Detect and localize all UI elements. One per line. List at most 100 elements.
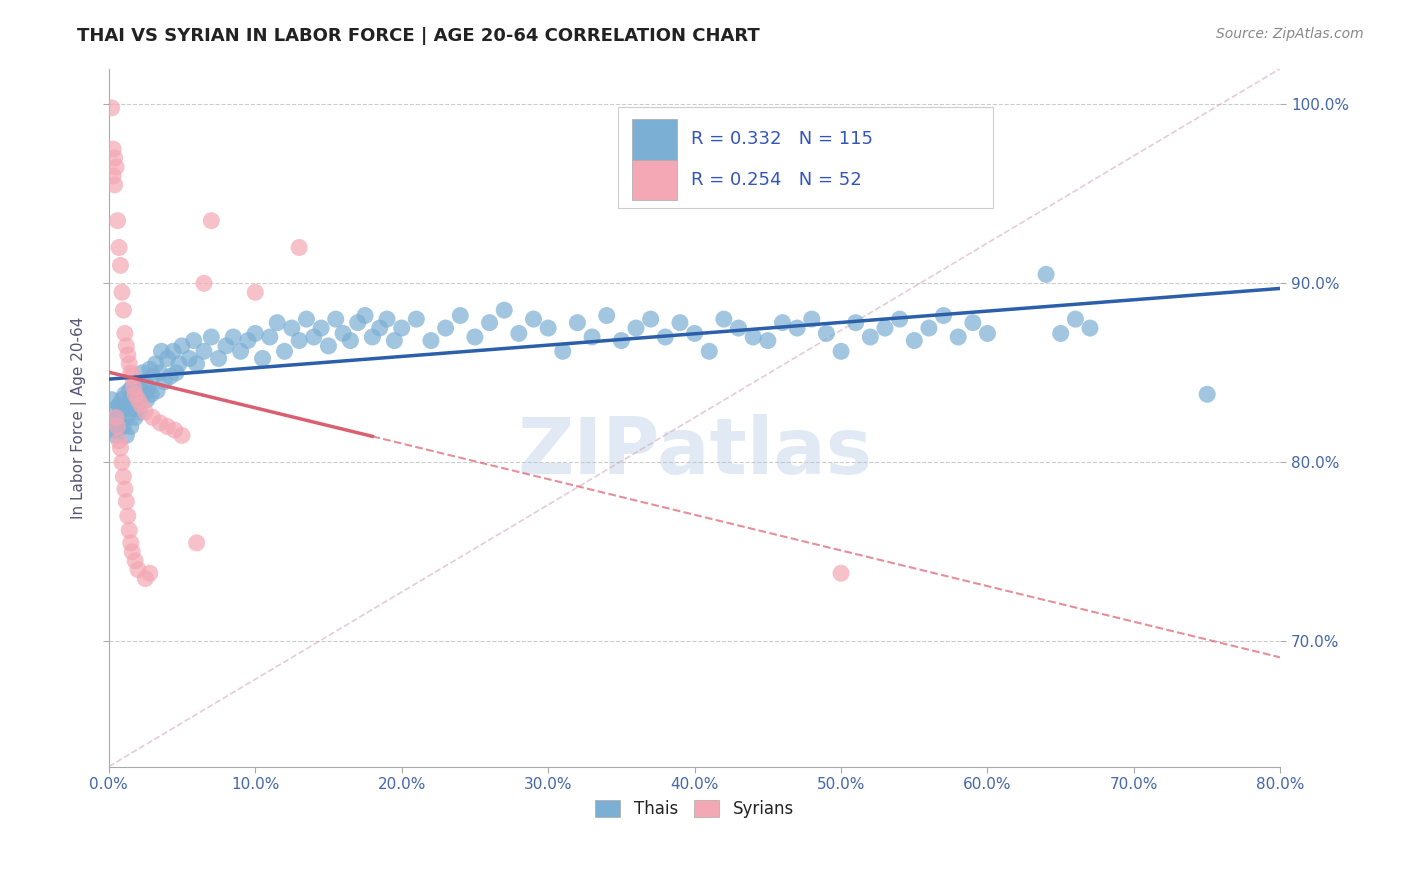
Point (186, 536, 208, 550)
Point (610, 334, 633, 348)
Point (114, 387, 136, 401)
Point (117, 348, 139, 362)
Point (104, 178, 127, 192)
Point (288, 240, 311, 254)
Point (127, 563, 149, 577)
FancyBboxPatch shape (619, 107, 994, 208)
Point (420, 334, 443, 348)
Point (918, 321, 941, 335)
Point (108, 419, 131, 434)
Point (259, 330, 281, 344)
Point (346, 316, 368, 330)
Point (156, 351, 179, 366)
Point (112, 469, 135, 483)
Point (105, 160, 128, 174)
Point (179, 351, 201, 366)
Point (105, 401, 128, 416)
Point (325, 312, 347, 326)
Point (551, 344, 574, 359)
Point (111, 285, 134, 300)
Point (449, 309, 471, 323)
Point (127, 392, 149, 407)
Point (302, 330, 325, 344)
Point (135, 392, 157, 407)
Point (382, 334, 405, 348)
Point (114, 482, 136, 496)
Point (146, 384, 169, 398)
Y-axis label: In Labor Force | Age 20-64: In Labor Force | Age 20-64 (72, 317, 87, 519)
Text: ZIPatlas: ZIPatlas (517, 415, 872, 491)
Point (149, 366, 172, 380)
Point (596, 309, 619, 323)
Point (186, 357, 208, 371)
Point (200, 330, 222, 344)
Point (236, 334, 259, 348)
Point (111, 392, 134, 407)
Point (434, 321, 457, 335)
Point (167, 357, 190, 371)
Point (976, 326, 998, 341)
Point (120, 536, 142, 550)
Point (129, 398, 152, 412)
Point (142, 369, 165, 384)
Point (183, 334, 205, 348)
Point (141, 387, 163, 401)
Point (117, 508, 139, 523)
Point (332, 326, 354, 341)
Point (273, 344, 295, 359)
Point (508, 326, 530, 341)
Point (110, 405, 132, 419)
Point (105, 410, 128, 425)
Point (889, 312, 911, 326)
Point (121, 380, 143, 394)
Point (115, 428, 138, 442)
Point (245, 285, 267, 300)
Point (522, 312, 544, 326)
Point (200, 213, 222, 227)
FancyBboxPatch shape (633, 119, 678, 160)
Point (567, 316, 589, 330)
Point (1078, 321, 1101, 335)
Point (193, 344, 215, 359)
Point (252, 351, 274, 366)
Point (742, 330, 765, 344)
Point (318, 339, 340, 353)
Point (110, 441, 132, 455)
Point (368, 321, 391, 335)
Point (245, 326, 267, 341)
Point (128, 405, 150, 419)
Point (115, 410, 138, 425)
Point (786, 321, 808, 335)
Point (105, 428, 128, 442)
Point (624, 321, 647, 335)
Point (640, 312, 662, 326)
Point (115, 494, 138, 508)
Point (136, 380, 159, 394)
Point (112, 419, 135, 434)
Text: R = 0.332   N = 115: R = 0.332 N = 115 (692, 130, 873, 148)
FancyBboxPatch shape (633, 160, 678, 200)
Point (124, 387, 146, 401)
Point (149, 416, 172, 430)
Point (948, 330, 970, 344)
Point (124, 554, 146, 568)
Point (494, 303, 516, 318)
Point (800, 312, 823, 326)
Point (153, 375, 176, 389)
Point (124, 387, 146, 401)
Point (581, 330, 603, 344)
Point (134, 375, 156, 389)
Legend: Thais, Syrians: Thais, Syrians (589, 793, 800, 824)
Point (339, 334, 361, 348)
Point (295, 312, 318, 326)
Text: THAI VS SYRIAN IN LABOR FORCE | AGE 20-64 CORRELATION CHART: THAI VS SYRIAN IN LABOR FORCE | AGE 20-6… (77, 27, 761, 45)
Point (134, 405, 156, 419)
Point (115, 339, 138, 353)
Point (110, 259, 132, 273)
Point (134, 572, 156, 586)
Point (108, 434, 131, 448)
Point (903, 334, 925, 348)
Point (114, 326, 136, 341)
Point (127, 392, 149, 407)
Point (654, 330, 676, 344)
